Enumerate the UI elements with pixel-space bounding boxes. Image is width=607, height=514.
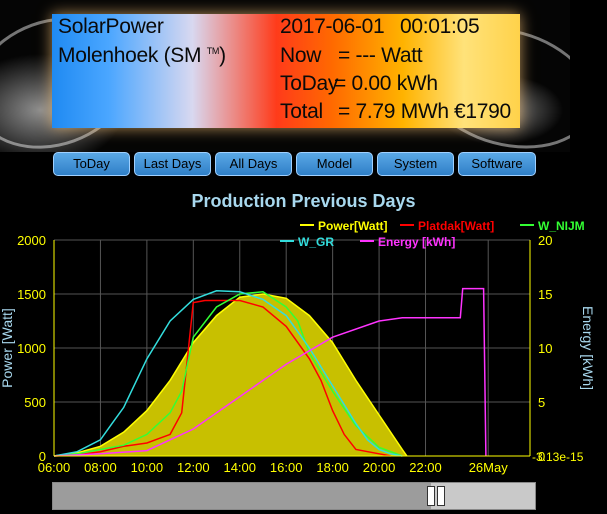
legend-item: Power[Watt] xyxy=(318,219,388,233)
site-location: Molenhoek (SM TM) xyxy=(58,44,226,68)
navigator-right-handle[interactable] xyxy=(437,486,445,506)
production-chart: 0 500 1000 1500 2000 0 5 10 15 20 -3.13e-15 06:00 08… xyxy=(0,219,596,475)
nav-all-days-button[interactable]: All Days xyxy=(215,152,292,176)
legend-item: Energy [kWh] xyxy=(378,235,455,249)
y2-tick-label: 5 xyxy=(538,395,545,410)
x-tick-label: 10:00 xyxy=(131,460,164,475)
y-tick-label: 1500 xyxy=(17,287,46,302)
y-axis-title: Power [Watt] xyxy=(0,308,15,388)
x-tick-label: 20:00 xyxy=(363,460,396,475)
x-tick-label: 06:00 xyxy=(38,460,71,475)
y2-extra-tick: -3.13e-15 xyxy=(532,450,584,464)
y2-tick-label: 0 xyxy=(538,449,545,464)
total-label: Total xyxy=(280,100,323,123)
x-tick-label: 16:00 xyxy=(270,460,303,475)
now-value: = --- Watt xyxy=(338,44,423,67)
y2-tick-label: 10 xyxy=(538,341,552,356)
main-nav: ToDay Last Days All Days Model System So… xyxy=(53,152,536,176)
chart-navigator[interactable] xyxy=(52,482,536,510)
series-line-0 xyxy=(53,293,408,457)
header: SolarPower Molenhoek (SM TM) 2017-06-01 … xyxy=(0,0,607,152)
x-tick-label: 18:00 xyxy=(316,460,349,475)
site-location-text: Molenhoek (SM xyxy=(58,44,202,67)
nav-system-button[interactable]: System xyxy=(377,152,454,176)
y2-tick-label: 15 xyxy=(538,287,552,302)
nav-last-days-button[interactable]: Last Days xyxy=(134,152,211,176)
x-tick-label: 12:00 xyxy=(177,460,210,475)
banner-gradient xyxy=(52,14,520,128)
series-line-4 xyxy=(53,287,487,457)
site-name: SolarPower xyxy=(58,15,164,38)
series-line-2 xyxy=(53,291,403,457)
y2-axis-title: Energy [kWh] xyxy=(580,306,596,390)
nav-model-button[interactable]: Model xyxy=(296,152,373,176)
chart-title: Production Previous Days xyxy=(191,191,416,211)
nav-software-button[interactable]: Software xyxy=(458,152,536,176)
x-tick-label: 08:00 xyxy=(84,460,117,475)
y-tick-label: 0 xyxy=(39,449,46,464)
current-time: 00:01:05 xyxy=(400,15,480,38)
current-date: 2017-06-01 xyxy=(280,15,385,38)
total-money: €1790 xyxy=(454,100,511,123)
series-line-1 xyxy=(53,299,391,457)
trademark: TM xyxy=(206,46,220,56)
navigator-left-handle[interactable] xyxy=(427,486,435,506)
x-tick-label: 22:00 xyxy=(409,460,442,475)
now-label: Now xyxy=(280,44,322,67)
navigator-range xyxy=(53,483,431,509)
x-tick-label: 26May xyxy=(469,460,509,475)
y-tick-label: 2000 xyxy=(17,233,46,248)
y2-tick-label: 20 xyxy=(538,233,552,248)
site-location-end: ) xyxy=(219,44,226,67)
legend-item: Platdak[Watt] xyxy=(418,219,494,233)
legend-item: W_GR xyxy=(298,235,334,249)
y-tick-label: 500 xyxy=(24,395,46,410)
today-value: = 0.00 kWh xyxy=(334,72,438,95)
legend-item: W_NIJM xyxy=(538,219,585,233)
series-line-3 xyxy=(53,290,403,457)
today-label: ToDay xyxy=(280,72,339,95)
nav-today-button[interactable]: ToDay xyxy=(53,152,130,176)
x-tick-label: 14:00 xyxy=(223,460,256,475)
y-tick-label: 1000 xyxy=(17,341,46,356)
total-value: = 7.79 MWh xyxy=(338,100,449,123)
solar-banner: SolarPower Molenhoek (SM TM) 2017-06-01 … xyxy=(0,0,570,152)
